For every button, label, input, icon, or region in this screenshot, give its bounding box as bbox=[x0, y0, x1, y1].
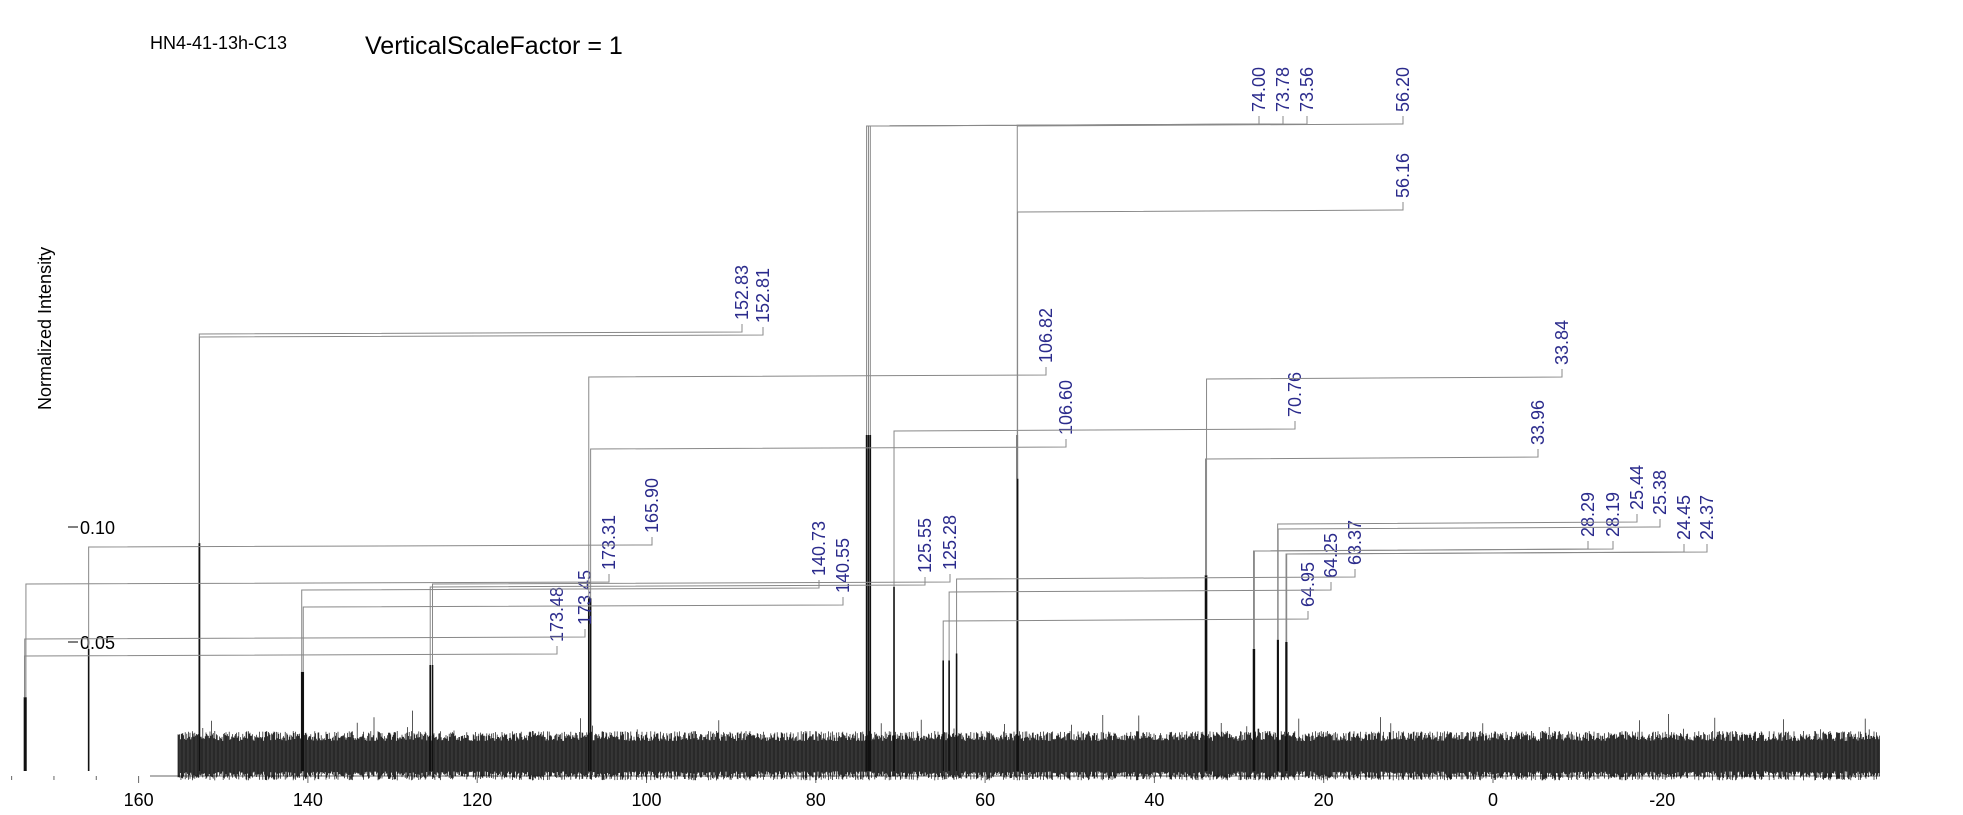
peak-leader-line bbox=[1017, 202, 1404, 479]
peak-label: 25.38 bbox=[1650, 470, 1670, 515]
peak-label: 56.20 bbox=[1393, 67, 1413, 112]
peak-leader-line bbox=[24, 629, 586, 698]
peak-label: 64.25 bbox=[1321, 533, 1341, 578]
x-tick-label: 0 bbox=[1488, 790, 1498, 810]
peak-leader-line bbox=[1206, 369, 1563, 576]
peak-label: 73.78 bbox=[1273, 67, 1293, 112]
peak-leader-line bbox=[25, 574, 610, 698]
peak-label: 106.82 bbox=[1036, 308, 1056, 363]
peak-leader-line bbox=[88, 537, 653, 649]
x-tick-label: 20 bbox=[1314, 790, 1334, 810]
peak-label: 125.28 bbox=[940, 515, 960, 570]
peak-label: 56.16 bbox=[1393, 153, 1413, 198]
peak-label: 173.48 bbox=[547, 587, 567, 642]
sample-label: HN4-41-13h-C13 bbox=[150, 33, 288, 53]
peak-label: 25.44 bbox=[1627, 465, 1647, 510]
peak-leader-line bbox=[301, 580, 820, 672]
y-tick-label: 0.10 bbox=[80, 518, 115, 538]
y-tick-label: 0.05 bbox=[80, 633, 115, 653]
peak-leader-line bbox=[432, 574, 951, 665]
peak-label: 140.55 bbox=[833, 538, 853, 593]
spectrum-noise bbox=[177, 710, 1880, 781]
peak-leader-line bbox=[198, 327, 764, 544]
peak-leader-line bbox=[893, 421, 1296, 587]
peak-leader-line bbox=[23, 646, 558, 698]
peak-label: 70.76 bbox=[1285, 372, 1305, 417]
peak-leader-line bbox=[1205, 449, 1539, 576]
peak-label: 64.95 bbox=[1298, 562, 1318, 607]
peak-label: 140.73 bbox=[809, 521, 829, 576]
peak-leader-line bbox=[869, 116, 1308, 435]
peak-label: 173.45 bbox=[575, 570, 595, 625]
peak-leader-line bbox=[588, 367, 1047, 599]
x-tick-label: 160 bbox=[124, 790, 154, 810]
peak-label: 33.96 bbox=[1528, 400, 1548, 445]
peak-leader-line bbox=[948, 582, 1332, 661]
peak-label: 74.00 bbox=[1249, 67, 1269, 112]
peak-leader-line bbox=[1253, 541, 1614, 649]
peak-leader-line bbox=[942, 611, 1309, 661]
peak-label: 125.55 bbox=[915, 518, 935, 573]
vertical-scale-factor-label: VerticalScaleFactor = 1 bbox=[365, 32, 623, 60]
peak-label: 33.84 bbox=[1552, 320, 1572, 365]
x-tick-label: -20 bbox=[1649, 790, 1675, 810]
peak-leader-line bbox=[302, 597, 844, 672]
peak-leader-line bbox=[590, 439, 1067, 599]
peak-label: 28.29 bbox=[1578, 492, 1598, 537]
peak-label: 63.37 bbox=[1345, 520, 1365, 565]
peak-label: 173.31 bbox=[599, 515, 619, 570]
peak-label: 152.83 bbox=[732, 265, 752, 320]
x-tick-label: 80 bbox=[806, 790, 826, 810]
x-tick-label: 140 bbox=[293, 790, 323, 810]
peak-leader-line bbox=[1277, 519, 1661, 640]
x-tick-label: 120 bbox=[462, 790, 492, 810]
peak-label: 106.60 bbox=[1056, 380, 1076, 435]
peak-leader-line bbox=[1286, 544, 1708, 642]
peak-label: 24.37 bbox=[1697, 495, 1717, 540]
x-tick-label: 100 bbox=[631, 790, 661, 810]
peak-label: 28.19 bbox=[1603, 492, 1623, 537]
x-tick-label: 60 bbox=[975, 790, 995, 810]
peak-leader-line bbox=[1277, 514, 1638, 640]
peak-leader-line bbox=[956, 569, 1356, 654]
peak-label: 165.90 bbox=[642, 478, 662, 533]
peak-label: 24.45 bbox=[1674, 495, 1694, 540]
peak-label: 152.81 bbox=[753, 268, 773, 323]
peak-label: 73.56 bbox=[1297, 67, 1317, 112]
peak-leader-line bbox=[429, 577, 926, 665]
x-tick-label: 40 bbox=[1144, 790, 1164, 810]
